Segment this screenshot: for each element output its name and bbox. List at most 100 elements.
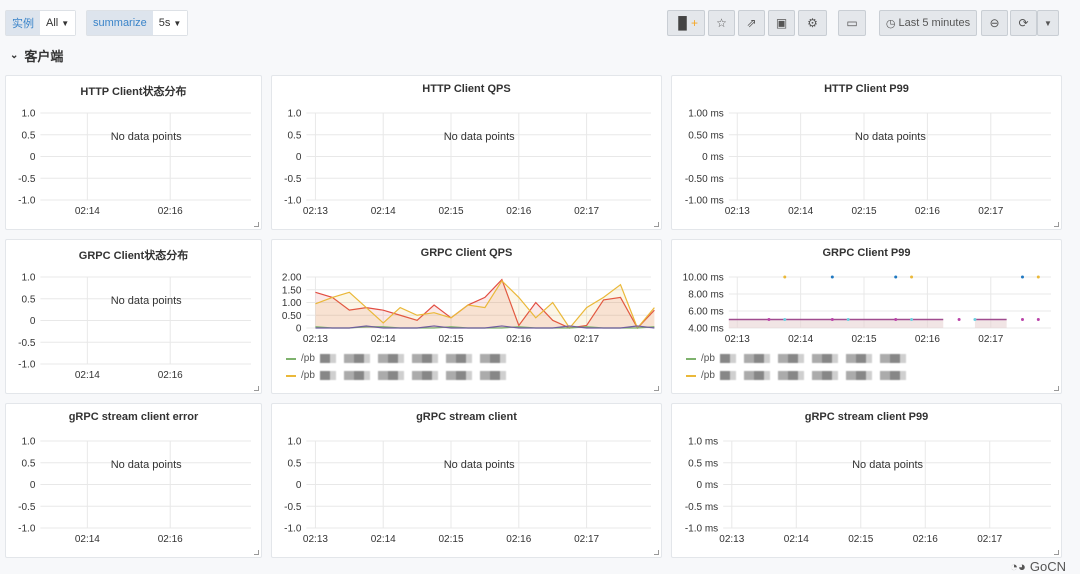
y-tick-label: 0.50 ms	[688, 130, 724, 141]
panel[interactable]: GRPC Client状态分布 1.0 0.5 0 -0.5 -1.0 02:14 02:16…	[5, 239, 262, 394]
variable-label: summarize	[87, 11, 153, 35]
wechat-icon: ◔◕	[1010, 559, 1026, 574]
data-point	[783, 275, 787, 279]
x-tick-label: 02:16	[158, 370, 183, 381]
resize-handle[interactable]	[1054, 386, 1059, 391]
panel[interactable]: gRPC stream client P99 1.0 ms 0.5 ms 0 ms -0…	[671, 403, 1062, 558]
graph[interactable]: 1.0 0.5 0 -0.5 -1.0 02:14 02:16	[6, 404, 263, 559]
variable-summarize-select[interactable]: 5s ▼	[152, 11, 188, 35]
star-icon: ☆	[716, 16, 727, 30]
y-tick-label: 1.0	[21, 437, 35, 448]
graph[interactable]: 1.0 0.5 0 -0.5 -1.0 02:14 02:16	[6, 240, 263, 395]
x-tick-label: 02:13	[725, 206, 750, 217]
panel-title[interactable]: HTTP Client状态分布	[80, 86, 187, 98]
refresh-button[interactable]: ⟳	[1010, 10, 1037, 36]
time-picker-button[interactable]: ◷ Last 5 minutes	[879, 10, 977, 36]
panel-title[interactable]: GRPC Client QPS	[420, 247, 513, 259]
variable-label: 实例	[6, 11, 40, 35]
x-tick-label: 02:16	[158, 206, 183, 217]
y-tick-label: 0.5	[287, 458, 301, 469]
save-button[interactable]: ▣	[768, 10, 795, 36]
y-tick-label: 0	[296, 480, 302, 491]
graph[interactable]: 1.0 0.5 0 -0.5 -1.0 02:14 02:16	[6, 76, 263, 231]
resize-handle[interactable]	[1054, 222, 1059, 227]
graph[interactable]: 1.0 0.5 0 -0.5 -1.002:13 02:14 02:15 02:16 02:17	[272, 404, 663, 559]
settings-button[interactable]: ⚙	[798, 10, 827, 36]
y-tick-label: 0.5	[21, 294, 35, 305]
star-button[interactable]: ☆	[708, 10, 735, 36]
caret-down-icon: ▼	[1044, 18, 1052, 28]
legend-color-swatch	[286, 374, 296, 377]
refresh-icon: ⟳	[1018, 16, 1029, 30]
zoom-out-button[interactable]: ⊖	[981, 10, 1008, 36]
x-tick-label: 02:16	[158, 534, 183, 545]
x-tick-label: 02:16	[913, 534, 938, 545]
y-tick-label: -0.5	[18, 338, 36, 349]
data-point	[894, 275, 898, 279]
share-button[interactable]: ⇗	[738, 10, 765, 36]
refresh-interval-dropdown[interactable]: ▼	[1037, 10, 1059, 36]
x-tick-label: 02:17	[574, 534, 599, 545]
resize-handle[interactable]	[1054, 550, 1059, 555]
panel-title[interactable]: gRPC stream client	[416, 411, 517, 423]
y-tick-label: -0.5	[18, 502, 36, 513]
variable-instance[interactable]: 实例 All ▼	[5, 10, 77, 36]
x-tick-label: 02:14	[784, 534, 809, 545]
panel[interactable]: HTTP Client P99 1.00 ms 0.50 ms 0 ms -0.50 m…	[671, 75, 1062, 230]
panel-title[interactable]: GRPC Client状态分布	[78, 250, 189, 262]
x-tick-label: 02:14	[371, 534, 396, 545]
x-tick-label: 02:15	[848, 534, 873, 545]
add-panel-button[interactable]: ▐▌+	[667, 10, 705, 36]
y-tick-label: 1.0	[287, 437, 301, 448]
tv-mode-button[interactable]: ▭	[838, 10, 866, 36]
panel-title[interactable]: gRPC stream client error	[68, 411, 199, 423]
legend-item[interactable]: /pb	[686, 370, 910, 381]
panel-title[interactable]: gRPC stream client P99	[804, 411, 929, 423]
y-tick-label: 10.00 ms	[683, 273, 724, 284]
panel[interactable]: GRPC Client P99 10.00 ms 8.00 ms 6.00 ms 4.0…	[671, 239, 1062, 394]
y-tick-label: 1.0 ms	[688, 437, 718, 448]
y-tick-label: 0 ms	[697, 480, 719, 491]
panel[interactable]: HTTP Client状态分布 1.0 0.5 0 -0.5 -1.0 02:14 02:16…	[5, 75, 262, 230]
resize-handle[interactable]	[254, 386, 259, 391]
resize-handle[interactable]	[654, 386, 659, 391]
panel-title[interactable]: HTTP Client P99	[824, 83, 909, 95]
y-tick-label: 1.0	[21, 109, 35, 120]
share-icon: ⇗	[746, 16, 757, 30]
y-tick-label: -0.5	[284, 174, 302, 185]
y-tick-label: -1.0	[284, 196, 302, 207]
legend-label-redacted	[719, 354, 910, 363]
y-tick-label: -0.5	[284, 502, 302, 513]
variable-summarize[interactable]: summarize 5s ▼	[86, 10, 189, 36]
panel[interactable]: GRPC Client QPS 2.00 1.50 1.00 0.50 0 02:13 02:…	[271, 239, 662, 394]
resize-handle[interactable]	[254, 222, 259, 227]
x-tick-label: 02:17	[574, 334, 599, 345]
legend-item[interactable]: /pb	[686, 353, 910, 364]
panel[interactable]: gRPC stream client error 1.0 0.5 0 -0.5 -1.0 0…	[5, 403, 262, 558]
y-tick-label: -0.5	[18, 174, 36, 185]
panel[interactable]: HTTP Client QPS 1.0 0.5 0 -0.5 -1.0 02:13 02:14…	[271, 75, 662, 230]
watermark-text: GoCN	[1029, 559, 1066, 574]
resize-handle[interactable]	[654, 222, 659, 227]
legend-item[interactable]: /pb	[286, 353, 510, 364]
panel[interactable]: gRPC stream client 1.0 0.5 0 -0.5 -1.0 02:13 02…	[271, 403, 662, 558]
x-tick-label: 02:14	[788, 206, 813, 217]
no-data-message: No data points	[443, 131, 515, 143]
graph[interactable]: 2.001.50 1.00 0.50 002:13 02:14 02:15 02:16 02:…	[272, 240, 663, 395]
panel-title[interactable]: GRPC Client P99	[822, 247, 911, 259]
resize-handle[interactable]	[254, 550, 259, 555]
data-point	[1020, 275, 1024, 279]
panel-title[interactable]: HTTP Client QPS	[422, 83, 511, 95]
variable-instance-select[interactable]: All ▼	[40, 11, 76, 35]
y-tick-label: 1.0	[21, 273, 35, 284]
y-tick-label: 0.5 ms	[688, 458, 718, 469]
resize-handle[interactable]	[654, 550, 659, 555]
selected-value: 5s	[158, 17, 171, 29]
legend-item[interactable]: /pb	[286, 370, 510, 381]
row-header[interactable]: ⌄ 客户端	[10, 46, 63, 65]
y-tick-label: 4.00 ms	[688, 324, 724, 335]
graph[interactable]: 1.0 0.5 0 -0.5 -1.002:13 02:14 02:15 02:16 02:17	[272, 76, 663, 231]
